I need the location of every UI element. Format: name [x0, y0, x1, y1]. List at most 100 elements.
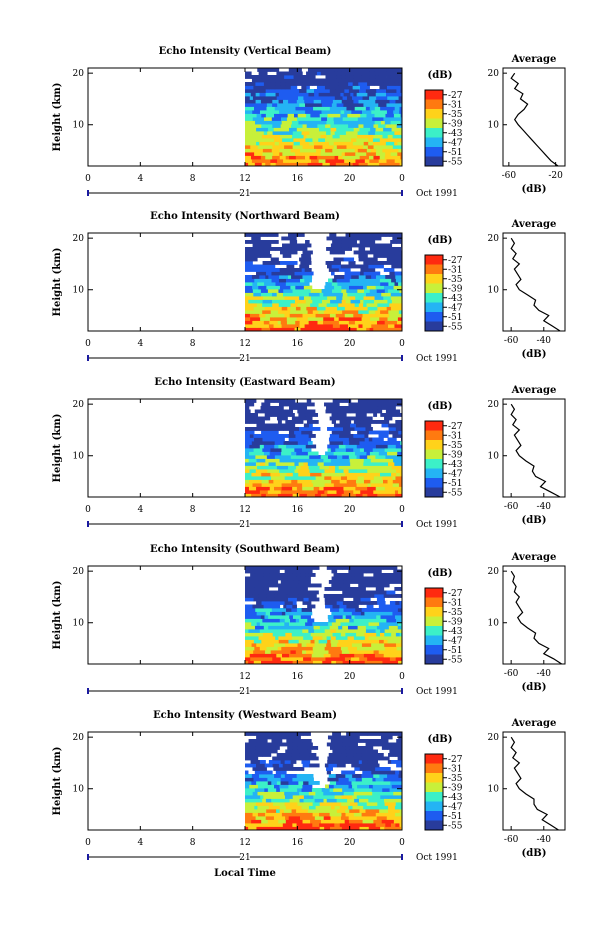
heatmap-cell: [277, 583, 285, 588]
heatmap-cell: [384, 490, 391, 494]
heatmap-cell: [320, 99, 334, 104]
heatmap-cell: [379, 756, 390, 761]
heatmap-cell: [320, 131, 327, 135]
heatmap-cell: [277, 493, 287, 498]
heatmap-cell: [245, 409, 251, 414]
heatmap-cell: [398, 148, 403, 153]
heatmap-cell: [386, 306, 392, 311]
heatmap-cell: [280, 113, 289, 118]
heatmap-cell: [266, 455, 276, 459]
heatmap-cell: [255, 92, 260, 97]
heatmap-cell: [251, 781, 257, 785]
heatmap-cell: [312, 127, 320, 132]
heatmap-cell: [311, 493, 316, 498]
heatmap-cell: [344, 120, 353, 125]
avg-x-axis-label: (dB): [522, 184, 547, 195]
heatmap-cell: [261, 483, 267, 487]
heatmap-cell: [313, 486, 320, 491]
heatmap-cell: [327, 490, 337, 494]
heatmap-cell: [254, 809, 267, 813]
heatmap-cell: [294, 430, 302, 435]
heatmap-cell: [256, 103, 268, 107]
heatmap-cell: [357, 406, 363, 410]
heatmap-cell: [364, 437, 370, 442]
heatmap-cell: [317, 462, 325, 466]
heatmap-cell: [274, 285, 281, 290]
heatmap-cell: [341, 285, 350, 290]
heatmap-cell: [388, 493, 396, 498]
heatmap-cell: [245, 399, 250, 403]
heatmap-cell: [351, 826, 360, 831]
heatmap-cell: [350, 462, 359, 466]
heatmap-cell: [358, 254, 368, 258]
heatmap-cell: [382, 784, 393, 789]
heatmap-cell: [325, 148, 333, 153]
heatmap-cell: [312, 812, 320, 817]
heatmap-cell: [367, 162, 380, 167]
heatmap-cell: [329, 82, 340, 86]
heatmap-cell: [274, 643, 282, 647]
heatmap-cell: [378, 437, 384, 442]
heatmap-cell: [254, 646, 261, 651]
heatmap-cell: [274, 85, 282, 90]
heatmap-cell: [353, 313, 363, 318]
heatmap-cell: [394, 159, 402, 163]
heatmap-cell: [389, 742, 400, 747]
heatmap-cell: [284, 145, 294, 149]
heatmap-cell: [254, 615, 262, 619]
heatmap-cell: [245, 131, 253, 135]
heatmap-cell: [263, 243, 272, 248]
avg-x-tick-label: -40: [537, 336, 552, 346]
heatmap-cell: [278, 639, 289, 644]
heatmap-cell: [382, 250, 387, 255]
heatmap-cell: [309, 141, 315, 146]
heatmap-cell: [277, 320, 282, 325]
heatmap-cells: [245, 68, 403, 167]
heatmap-cell: [266, 285, 275, 290]
heatmap-cell: [245, 770, 249, 775]
heatmap-cell: [332, 240, 337, 244]
heatmap-cell: [312, 636, 323, 640]
heatmap-cell: [257, 566, 269, 570]
heatmap-cell: [308, 805, 316, 810]
heatmap-cell: [313, 483, 325, 487]
heatmap-cell: [256, 735, 267, 740]
heatmap-cell: [325, 282, 333, 286]
heatmap-cell: [340, 622, 353, 626]
heatmap-cell: [356, 795, 370, 799]
average-frame: [502, 731, 566, 831]
heatmap-cell: [337, 819, 346, 824]
heatmap-cell: [354, 653, 365, 658]
heatmap-cell: [330, 299, 343, 304]
heatmap-cell: [324, 152, 336, 156]
heatmap-cell: [373, 134, 383, 139]
x-tick-label: 4: [137, 339, 143, 349]
heatmap-cell: [353, 434, 365, 438]
heatmap-cell: [252, 131, 265, 135]
heatmap-cell: [291, 247, 301, 251]
heatmap-cell: [270, 306, 283, 311]
heatmap-cell: [248, 299, 260, 304]
heatmap-cell: [305, 660, 314, 665]
heatmap-cell: [292, 604, 297, 609]
heatmap-cell: [340, 632, 346, 637]
heatmap-cell: [261, 430, 268, 435]
heatmap-cell: [261, 134, 274, 139]
heatmap-cell: [348, 569, 360, 574]
heatmap-cell: [277, 103, 290, 107]
heatmap-cell: [373, 413, 378, 417]
heatmap-cell: [296, 583, 307, 588]
heatmap-cell: [261, 819, 269, 824]
heatmap-cell: [299, 566, 304, 570]
heatmap-cell: [329, 441, 335, 445]
heatmap-cell: [329, 416, 337, 421]
heatmap-cell: [353, 420, 361, 424]
heatmap-cell: [291, 451, 297, 456]
heatmap-cell: [397, 608, 403, 612]
heatmap-cell: [348, 625, 359, 630]
heatmap-cell: [354, 660, 360, 665]
heatmap-cell: [348, 469, 358, 473]
heatmap-cell: [358, 282, 365, 286]
heatmap-cell: [292, 569, 298, 574]
heatmap-cell: [370, 306, 378, 311]
